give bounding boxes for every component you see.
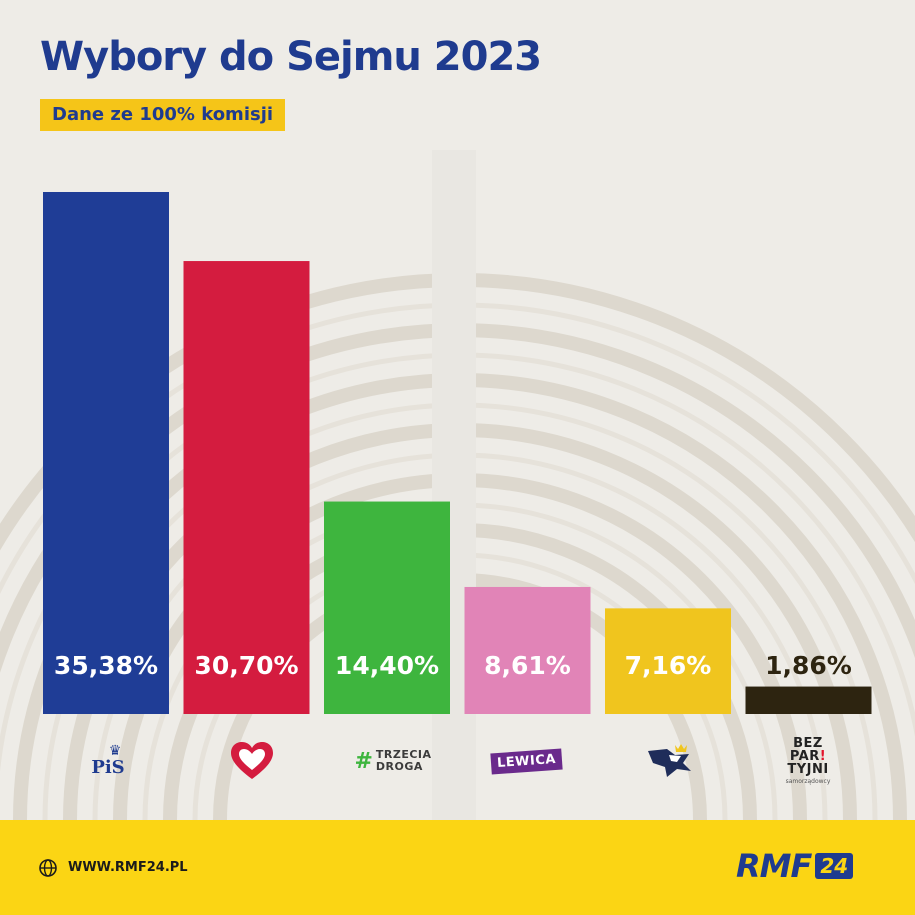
bar-5 bbox=[605, 608, 731, 714]
page-title: Wybory do Sejmu 2023 bbox=[40, 34, 542, 80]
subtitle-badge: Dane ze 100% komisji bbox=[40, 99, 286, 131]
bar-value-label-4: 8,61% bbox=[484, 651, 571, 680]
crown-icon: ♛ bbox=[108, 743, 122, 759]
trzecia-droga-word-2: DROGA bbox=[375, 760, 423, 773]
bezpartyjni-small-text: samorządowcy bbox=[785, 778, 831, 785]
globe-icon bbox=[39, 859, 57, 877]
bezpartyjni-line-1: BEZ bbox=[793, 736, 823, 751]
trzecia-droga-word-1: TRZECIA bbox=[375, 748, 432, 761]
bezpartyjni-logo: BEZ PAR! TYJNI samorządowcy bbox=[778, 736, 838, 786]
footer-bar bbox=[0, 820, 915, 915]
pis-logo: ♛ PiS bbox=[88, 736, 128, 786]
exclamation-icon: ! bbox=[819, 749, 827, 764]
bar-value-label-3: 14,40% bbox=[335, 651, 439, 680]
rmf-logo-number: 24 bbox=[815, 853, 854, 879]
pis-logo-text: PiS bbox=[91, 757, 125, 778]
bezpartyjni-line-3: TYJNI bbox=[787, 762, 829, 777]
rmf24-logo: RMF 24 bbox=[736, 846, 854, 886]
bar-4 bbox=[464, 586, 591, 714]
ko-logo bbox=[222, 736, 282, 786]
konfederacja-logo bbox=[640, 736, 700, 786]
bar-value-label-1: 35,38% bbox=[54, 651, 158, 680]
heart-icon bbox=[231, 742, 273, 779]
rmf-logo-text: RMF bbox=[736, 847, 812, 885]
website-link[interactable]: WWW.RMF24.PL bbox=[68, 860, 188, 875]
lewica-logo-text: LEWICA bbox=[489, 748, 563, 774]
hash-icon: # bbox=[354, 748, 373, 774]
bar-6 bbox=[745, 686, 872, 714]
bezpartyjni-line-2: PAR bbox=[789, 749, 820, 764]
trzecia-droga-logo: # TRZECIA DROGA bbox=[348, 736, 438, 786]
bar-value-label-2: 30,70% bbox=[194, 651, 298, 680]
eagle-icon bbox=[648, 744, 691, 777]
bar-chart: 35,38% 30,70% 14,40% 8,61% 7,16% 1,86% bbox=[43, 192, 872, 714]
bar-2 bbox=[183, 261, 310, 714]
bar-1 bbox=[43, 192, 169, 714]
bar-3 bbox=[324, 501, 450, 714]
bar-value-label-5: 7,16% bbox=[625, 651, 712, 680]
bar-value-label-6: 1,86% bbox=[765, 651, 852, 680]
lewica-logo: LEWICA bbox=[488, 736, 564, 786]
